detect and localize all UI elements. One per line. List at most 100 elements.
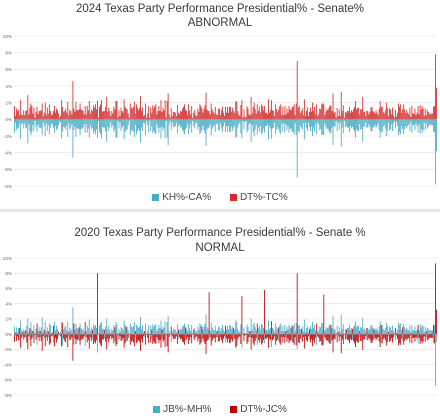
bar [30, 334, 32, 347]
bar [334, 334, 336, 340]
bar [289, 109, 291, 120]
bar [361, 119, 363, 130]
bar [198, 329, 200, 335]
bar [185, 327, 186, 335]
bar [308, 116, 309, 120]
bar [121, 111, 123, 120]
bar [238, 334, 240, 338]
bar [362, 334, 364, 351]
bar [24, 334, 26, 338]
bar [89, 331, 91, 335]
bar [344, 111, 346, 120]
bar [303, 99, 305, 120]
bar [358, 325, 360, 335]
bar [182, 334, 183, 342]
bar [355, 101, 356, 120]
bar [125, 108, 127, 120]
bar [209, 334, 211, 338]
bar [350, 112, 351, 120]
bar [176, 324, 178, 335]
bar [135, 334, 137, 344]
bar [386, 334, 388, 343]
bar [217, 334, 219, 342]
bar [396, 119, 397, 122]
bar [109, 111, 111, 120]
bar [234, 112, 236, 120]
bar [226, 112, 227, 120]
bar [100, 119, 101, 135]
bar [361, 327, 363, 335]
bar [285, 331, 287, 335]
bar [412, 113, 414, 120]
bar [166, 334, 168, 347]
bar [194, 119, 196, 129]
bar [277, 119, 279, 127]
bar [237, 111, 239, 120]
bar [60, 331, 62, 335]
bar [43, 334, 45, 339]
bar [192, 117, 194, 120]
bar [328, 107, 330, 120]
bar [341, 111, 343, 120]
bar [108, 119, 110, 131]
bar [112, 119, 114, 126]
bar [285, 114, 287, 120]
bar [378, 334, 380, 342]
bar [236, 321, 238, 335]
bar [321, 119, 323, 136]
bar [95, 104, 96, 120]
bar [259, 329, 261, 335]
bar [309, 119, 310, 127]
bar [350, 119, 351, 126]
bar [406, 328, 408, 335]
bar [320, 334, 322, 341]
bar [380, 324, 382, 335]
bar [161, 334, 163, 339]
bar [406, 334, 408, 341]
bar [347, 334, 349, 341]
bar [285, 334, 287, 338]
bar [117, 334, 119, 335]
bar [181, 334, 182, 339]
bar [300, 328, 302, 335]
bar [124, 324, 126, 335]
bar [95, 119, 96, 135]
bar [326, 109, 328, 120]
bar [373, 111, 375, 120]
bar [133, 101, 135, 120]
bar [234, 329, 236, 335]
bar [106, 96, 108, 120]
bar [156, 334, 158, 338]
bar [149, 333, 151, 335]
bar [149, 117, 151, 120]
bar [331, 119, 333, 128]
bar [327, 334, 329, 341]
bar [119, 116, 121, 120]
bar [65, 334, 67, 343]
bar [369, 119, 371, 127]
bar [110, 119, 112, 123]
bar [380, 106, 382, 120]
bar [362, 96, 364, 120]
bar [129, 323, 131, 335]
bar [237, 119, 239, 128]
bar [120, 327, 122, 335]
bar [282, 119, 284, 132]
bar [108, 325, 110, 335]
legend-2020: JB%-MH% DT%-JC% [0, 404, 440, 415]
bar [20, 320, 22, 335]
bar [160, 334, 162, 348]
bar [157, 119, 159, 128]
bar [412, 334, 414, 338]
bar [182, 326, 183, 335]
bar [249, 119, 251, 124]
bar [429, 114, 431, 120]
bar [289, 119, 291, 130]
bar [95, 334, 96, 344]
bar [283, 334, 285, 338]
bar [260, 323, 262, 335]
bar [130, 334, 132, 342]
bar [296, 119, 298, 178]
bar [262, 328, 264, 335]
bar [141, 119, 142, 128]
